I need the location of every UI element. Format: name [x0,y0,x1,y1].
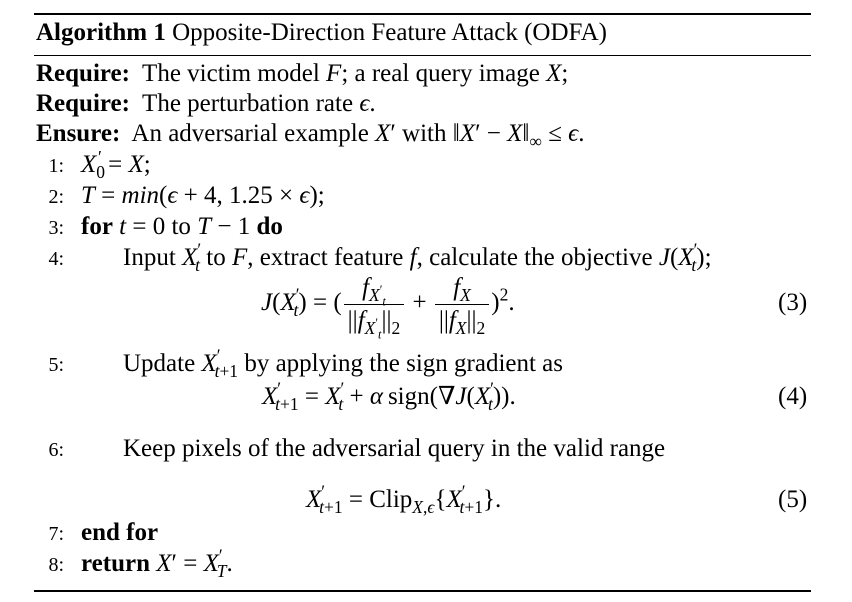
step-number-7: 7: [48,523,64,545]
equation-3-number: (3) [778,289,808,316]
fraction-real: fX ||fX||2 [434,274,490,337]
step-number-6: 6: [48,439,64,461]
step-4-text-b: to [206,244,226,271]
require-line-2: Require: The perturbation rate ϵ. [36,90,376,117]
step-4-text-d: , calculate the objective [416,244,653,271]
fraction-query: fX′t ||fX′t||2 [343,274,405,340]
algorithm-label: Algorithm 1 [36,19,166,46]
step-6: Keep pixels of the adversarial query in … [123,435,666,462]
ensure-label: Ensure: [36,120,121,147]
require-1-mid: ; a real query image [341,60,540,87]
bottom-rule [34,590,811,592]
require-label-2: Require: [36,90,130,117]
step-number-2: 2: [48,186,64,208]
step-8: return X′ = X′T. [81,545,233,581]
step-5-text-a: Update [123,350,196,377]
step-2: T = min(ϵ + 4, 1.25 × ϵ); [81,182,325,209]
ensure-line: Ensure: An adversarial example X′ with ‖… [36,120,585,151]
equation-5-number: (5) [778,486,808,513]
top-rule [34,13,811,15]
algorithm-title: Opposite-Direction Feature Attack (ODFA) [172,19,607,46]
do-keyword: do [256,213,283,240]
end-for: end for [81,519,159,546]
step-5: Update X′t+1 by applying the sign gradie… [123,345,564,381]
sign-function: sign [387,383,430,410]
for-keyword: for [81,213,113,240]
step-5-text-b: by applying the sign gradient as [244,350,564,377]
return-keyword: return [81,550,150,577]
step-4-text-c: , extract feature [247,244,404,271]
to-keyword: to [171,213,191,240]
require-label: Require: [36,60,130,87]
ensure-mid: with [402,120,447,147]
clip-function: Clip [369,486,413,513]
header-rule [34,55,811,56]
step-1: X0′ = X; [81,146,151,182]
equation-5: X′t+1 = ClipX,ϵ{X′t+1}. [306,481,502,517]
step-number-1: 1: [48,155,64,177]
ensure-text: An adversarial example [131,120,369,147]
equation-4: X′t+1 = X′t + α sign(∇J(X′t)). [262,378,516,414]
equation-3: J(X′t) = (fX′t ||fX′t||2 + fX ||fX||2)2. [261,273,515,342]
step-number-5: 5: [48,354,64,376]
step-3: for t = 0 to T − 1 do [81,213,283,240]
equation-4-number: (4) [778,383,808,410]
step-4-text-a: Input [123,244,176,271]
step-number-4: 4: [48,248,64,270]
step-number-3: 3: [48,217,64,239]
step-number-8: 8: [48,554,64,576]
step-4: Input X′t to F, extract feature f, calcu… [123,239,712,275]
algorithm-caption: Algorithm 1 Opposite-Direction Feature A… [36,18,607,48]
require-2-text: The perturbation rate [142,90,354,117]
require-1-text: The victim model [142,60,320,87]
require-line-1: Require: The victim model F; a real quer… [36,60,569,87]
